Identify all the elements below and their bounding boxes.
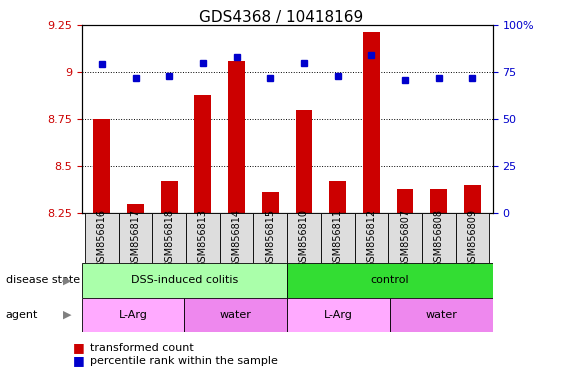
Bar bbox=[363, 33, 380, 213]
Text: percentile rank within the sample: percentile rank within the sample bbox=[90, 356, 278, 366]
Bar bbox=[296, 109, 312, 213]
Text: GSM856808: GSM856808 bbox=[434, 209, 444, 268]
Text: ▶: ▶ bbox=[63, 310, 72, 320]
Text: GSM856812: GSM856812 bbox=[367, 209, 376, 268]
Text: disease state: disease state bbox=[6, 275, 80, 285]
Bar bbox=[329, 181, 346, 213]
Bar bbox=[388, 213, 422, 263]
Text: ■: ■ bbox=[73, 354, 85, 367]
Bar bbox=[253, 213, 287, 263]
Text: water: water bbox=[425, 310, 457, 320]
Bar bbox=[185, 298, 287, 332]
Bar bbox=[228, 61, 245, 213]
Text: GSM856814: GSM856814 bbox=[231, 209, 242, 268]
Text: DSS-induced colitis: DSS-induced colitis bbox=[131, 275, 238, 285]
Text: GSM856815: GSM856815 bbox=[265, 209, 275, 268]
Text: water: water bbox=[220, 310, 252, 320]
Text: GSM856811: GSM856811 bbox=[333, 209, 343, 268]
Text: control: control bbox=[370, 275, 409, 285]
Text: GSM856813: GSM856813 bbox=[198, 209, 208, 268]
Text: L-Arg: L-Arg bbox=[119, 310, 148, 320]
Bar bbox=[390, 298, 493, 332]
Text: GSM856817: GSM856817 bbox=[131, 209, 141, 268]
Bar bbox=[321, 213, 355, 263]
Bar bbox=[82, 298, 185, 332]
Bar bbox=[422, 213, 455, 263]
Bar bbox=[161, 181, 178, 213]
Bar bbox=[220, 213, 253, 263]
Bar bbox=[464, 185, 481, 213]
Bar bbox=[186, 213, 220, 263]
Text: ■: ■ bbox=[73, 341, 85, 354]
Text: ▶: ▶ bbox=[63, 275, 72, 285]
Bar bbox=[262, 192, 279, 213]
Text: GDS4368 / 10418169: GDS4368 / 10418169 bbox=[199, 10, 364, 25]
Bar bbox=[455, 213, 489, 263]
Bar bbox=[85, 213, 119, 263]
Bar bbox=[287, 263, 493, 298]
Bar bbox=[82, 263, 287, 298]
Bar bbox=[287, 298, 390, 332]
Bar bbox=[153, 213, 186, 263]
Bar bbox=[430, 189, 447, 213]
Text: agent: agent bbox=[6, 310, 38, 320]
Text: GSM856818: GSM856818 bbox=[164, 209, 174, 268]
Bar bbox=[127, 204, 144, 213]
Text: GSM856816: GSM856816 bbox=[97, 209, 107, 268]
Text: GSM856810: GSM856810 bbox=[299, 209, 309, 268]
Bar bbox=[194, 94, 211, 213]
Bar bbox=[355, 213, 388, 263]
Bar bbox=[93, 119, 110, 213]
Bar bbox=[287, 213, 321, 263]
Text: GSM856809: GSM856809 bbox=[467, 209, 477, 268]
Bar bbox=[119, 213, 153, 263]
Bar bbox=[396, 189, 413, 213]
Text: GSM856807: GSM856807 bbox=[400, 209, 410, 268]
Text: transformed count: transformed count bbox=[90, 343, 194, 353]
Text: L-Arg: L-Arg bbox=[324, 310, 353, 320]
